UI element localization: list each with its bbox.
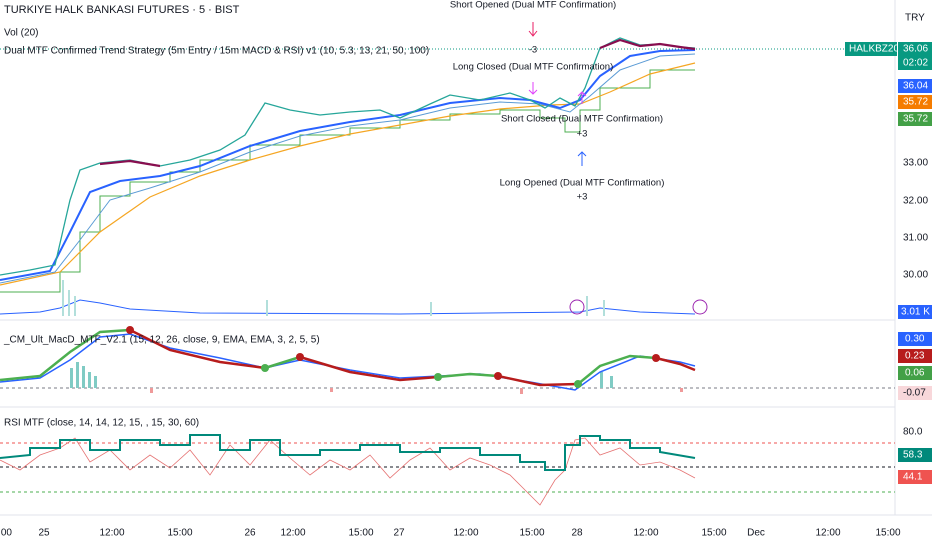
macd-line-up: [577, 354, 657, 385]
close-arrow: [528, 82, 538, 95]
stop-tag: 35.72: [903, 114, 928, 125]
tag-bg: [898, 305, 932, 319]
annotation-qty: +3: [577, 129, 588, 140]
time-label: 12:00: [633, 528, 658, 539]
macd-tag: 0.23: [905, 351, 925, 362]
macd-line-down: [129, 328, 266, 370]
time-axis: 00 25 12:00 15:00 26 12:00 15:00 27 12:00 15:00 28…: [1, 528, 901, 539]
tag-bg: [898, 448, 932, 462]
tag-bg: [898, 366, 932, 380]
time-label: 15:00: [875, 528, 900, 539]
time-label: 25: [38, 528, 50, 539]
macd-line-down: [497, 374, 579, 387]
annotation: Long Opened (Dual MTF Confirmation): [500, 178, 665, 189]
tag-bg: [898, 349, 932, 363]
time-label: 15:00: [519, 528, 544, 539]
annotation-qty: +3: [577, 192, 588, 203]
volume-label: Vol (20): [4, 28, 38, 39]
rsi-fast: [0, 437, 696, 506]
ema-orange: [0, 62, 696, 286]
ema-light: [0, 53, 696, 284]
time-label: 12:00: [815, 528, 840, 539]
last-price: 36.06: [903, 44, 928, 55]
event-icon: [692, 299, 708, 315]
time-label: Dec: [747, 528, 765, 539]
macd-line-up: [264, 355, 301, 370]
volume-tag: 3.01 K: [901, 307, 930, 318]
macd-line-down: [299, 355, 439, 382]
symbol-tag-bg: [845, 42, 897, 56]
annotation: Short Closed (Dual MTF Confirmation): [501, 114, 663, 125]
tag-bg: [898, 79, 932, 93]
macd-tag: 0.06: [905, 368, 925, 379]
ema-blue: [0, 49, 696, 281]
macd-signal: [0, 333, 696, 391]
volume-bars: [62, 280, 605, 316]
tag-bg: [898, 112, 932, 126]
time-label: 15:00: [701, 528, 726, 539]
strategy-label: Dual MTF Confirmed Trend Strategy (5m En…: [4, 46, 429, 57]
ema-blue-tag: 36.04: [903, 81, 928, 92]
long-arrow: [577, 151, 587, 166]
symbol-title: TURKIYE HALK BANKASI FUTURES · 5 · BIST: [4, 4, 240, 16]
short-arrow: [528, 22, 538, 37]
rsi-tag: 44.1: [903, 472, 923, 483]
tag-bg: [898, 386, 932, 400]
macd-tag: 0.30: [905, 334, 925, 345]
macd-label: _CM_Ult_MacD_MTF_V2.1 (15, 12, 26, close…: [3, 335, 320, 346]
time-label: 15:00: [167, 528, 192, 539]
price-label: 30.00: [903, 270, 928, 281]
macd-line-down: [655, 356, 696, 372]
time-label: 15:00: [348, 528, 373, 539]
annotation: Long Closed (Dual MTF Confirmation): [453, 62, 614, 73]
last-tag-bg: [898, 42, 932, 70]
macd-histogram-neg: [150, 388, 683, 394]
time-label: 00: [1, 528, 13, 539]
event-icon: [569, 299, 585, 315]
currency: TRY: [905, 13, 925, 24]
trend-line: [99, 159, 161, 168]
tag-bg: [898, 95, 932, 109]
ema-orange-tag: 35.72: [903, 97, 928, 108]
symbol-tag: HALKBZ2025: [849, 44, 911, 55]
time-label: 12:00: [453, 528, 478, 539]
annotation: Short Opened (Dual MTF Confirmation): [450, 0, 616, 11]
macd-histogram: [70, 362, 613, 388]
tag-bg: [898, 332, 932, 346]
time-label: 26: [244, 528, 256, 539]
time-label: 12:00: [99, 528, 124, 539]
annotation-qty: -3: [529, 45, 537, 56]
volume-ma: [0, 299, 696, 315]
rsi-axis-label: 80.0: [903, 427, 923, 438]
time-label: 12:00: [280, 528, 305, 539]
macd-line-up: [0, 328, 131, 382]
macd-cross: [126, 326, 660, 388]
macd-line-up: [437, 372, 499, 379]
rsi-tag: 58.3: [903, 450, 923, 461]
price-label: 31.00: [903, 233, 928, 244]
close-arrow: [577, 91, 587, 104]
time-label: 27: [393, 528, 405, 539]
rsi-label: RSI MTF (close, 14, 14, 12, 15, , 15, 30…: [4, 418, 199, 429]
macd-tag: -0.07: [903, 388, 926, 399]
stop-line: [0, 69, 695, 293]
price-label: 33.00: [903, 158, 928, 169]
countdown: 02:02: [903, 58, 928, 69]
time-label: 28: [571, 528, 583, 539]
tag-bg: [898, 470, 932, 484]
trend-line: [599, 38, 696, 51]
rsi-slow: [0, 434, 696, 471]
price-line: [0, 37, 696, 276]
price-label: 32.00: [903, 196, 928, 207]
